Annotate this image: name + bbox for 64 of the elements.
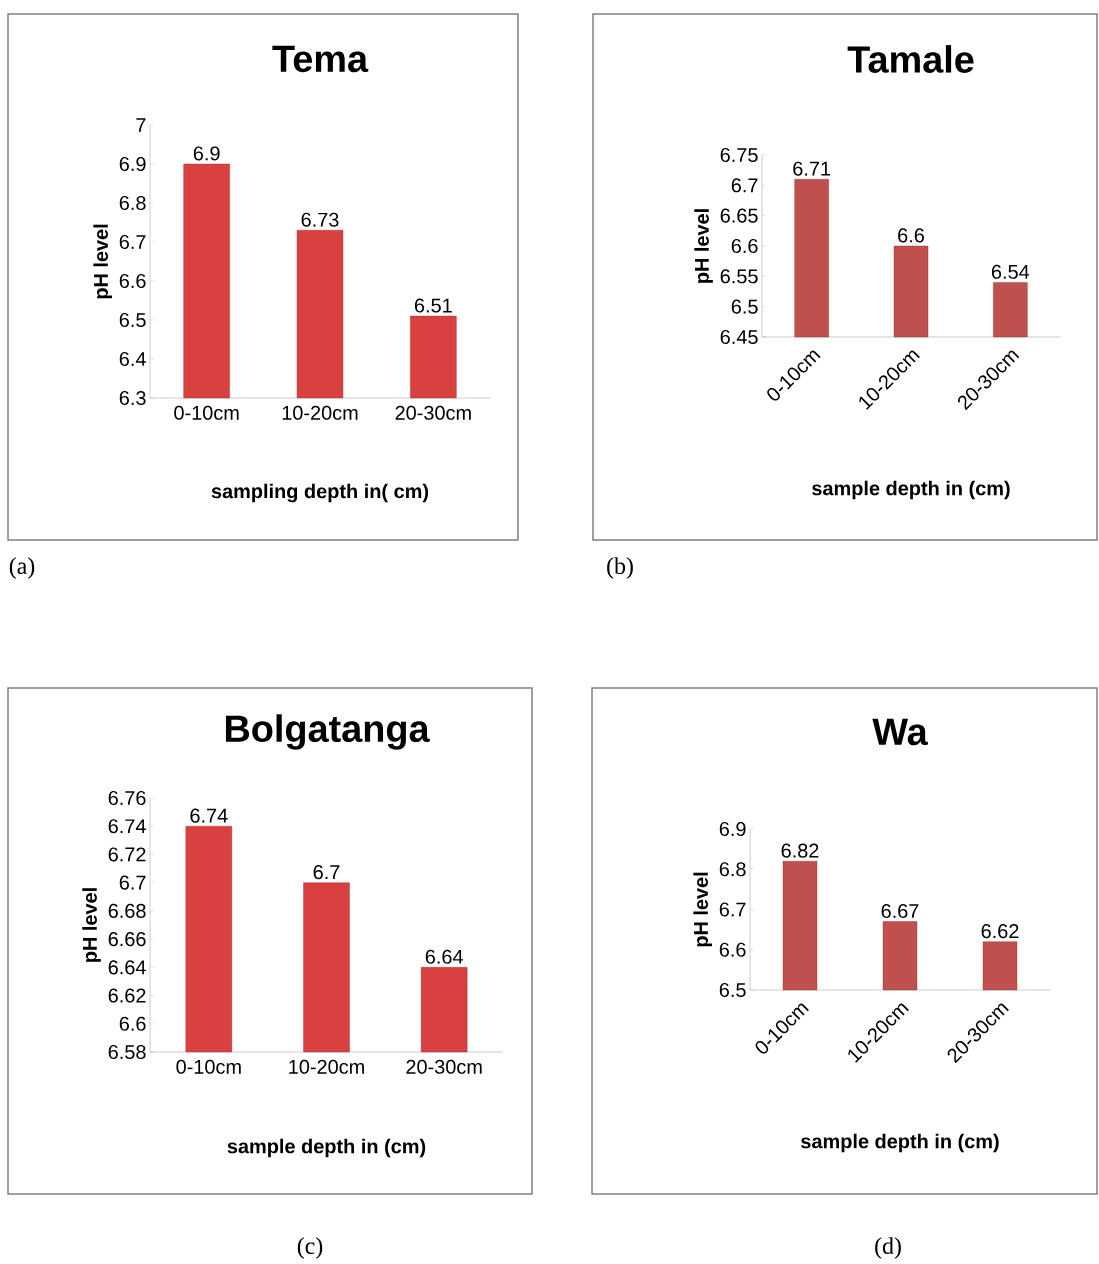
y-axis-title: pH level (693, 872, 712, 947)
data-label: 6.7 (313, 865, 340, 880)
text: (c) (297, 1237, 323, 1259)
chart-title: Tema (272, 45, 369, 73)
y-tick-label: 6.5 (719, 982, 746, 998)
y-tick-label: 6.6 (719, 942, 746, 957)
y-tick-label: 6.7 (719, 902, 746, 917)
y-tick-label: 6.8 (719, 862, 746, 877)
y-tick-label: 6.7 (119, 875, 146, 890)
y-tick-label: 6.9 (719, 821, 746, 837)
y-tick-label: 6.66 (108, 932, 146, 947)
y-tick-label: 6.3 (119, 390, 146, 406)
data-label: 6.51 (414, 298, 452, 313)
y-axis-title: pH level (694, 209, 713, 283)
data-label: 6.67 (881, 903, 919, 919)
chart-title: Wa (872, 718, 928, 746)
chart-title: Tamale (847, 45, 974, 73)
y-tick-label: 6.64 (108, 960, 146, 975)
chart-title: Bolgatanga (225, 714, 430, 750)
y-tick-label: 6.7 (119, 234, 146, 250)
text: (b) (607, 557, 633, 579)
x-axis-title: sample depth in (cm) (801, 1133, 999, 1153)
text: (d) (875, 1237, 901, 1259)
data-label: 6.74 (190, 808, 228, 823)
data-label: 6.9 (193, 146, 220, 161)
y-tick-label: 6.7 (731, 178, 758, 193)
y-tick-label: 6.62 (108, 988, 146, 1003)
y-tick-label: 6.76 (108, 790, 146, 806)
data-label: 6.54 (991, 264, 1030, 279)
y-tick-label: 6.6 (119, 1016, 146, 1031)
x-tick-label: 0-10cm (176, 1059, 241, 1074)
y-tick-label: 6.4 (119, 351, 146, 367)
data-label: 6.6 (898, 228, 924, 243)
x-axis-title: sample depth in (cm) (227, 1138, 426, 1158)
y-tick-label: 6.55 (720, 269, 758, 284)
y-tick-label: 6.6 (119, 273, 146, 289)
y-tick-label: 6.8 (119, 195, 146, 211)
x-tick-label: 0-10cm (174, 405, 239, 420)
y-tick-label: 6.5 (731, 299, 758, 314)
data-label: 6.62 (981, 924, 1019, 939)
data-label: 6.82 (781, 843, 819, 858)
y-tick-label: 6.5 (119, 312, 146, 328)
text: (a) (9, 557, 35, 579)
x-tick-label: 10-20cm (289, 1059, 364, 1074)
y-tick-label: 6.9 (119, 156, 146, 172)
y-tick-label: 6.65 (720, 208, 758, 223)
y-tick-label: 6.58 (108, 1044, 146, 1060)
y-tick-label: 6.45 (720, 329, 758, 345)
data-label: 6.64 (425, 949, 463, 964)
x-tick-label: 20-30cm (406, 1059, 482, 1074)
x-axis-title: sample depth in (cm) (812, 480, 1010, 500)
y-tick-label: 6.75 (720, 147, 758, 163)
data-label: 6.73 (301, 212, 339, 227)
y-tick-label: 7 (136, 118, 146, 132)
x-tick-label: 10-20cm (282, 405, 358, 420)
y-axis-title: pH level (93, 224, 112, 299)
y-tick-label: 6.6 (731, 238, 758, 254)
y-tick-label: 6.72 (108, 847, 146, 862)
x-axis-title: sampling depth in( cm) (211, 483, 429, 503)
y-tick-label: 6.74 (108, 819, 146, 834)
y-axis-title: pH level (82, 888, 101, 962)
data-label: 6.71 (793, 161, 831, 176)
y-tick-label: 6.68 (108, 903, 146, 918)
x-tick-label: 20-30cm (395, 405, 471, 420)
